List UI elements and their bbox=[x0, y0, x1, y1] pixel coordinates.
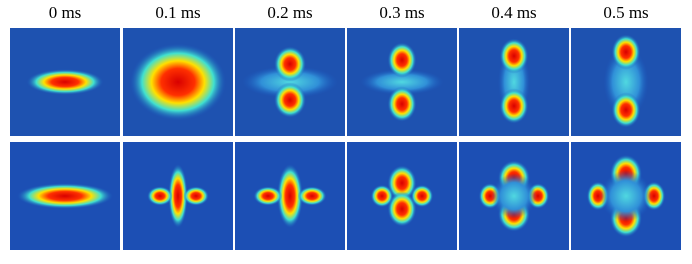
intensity-blob bbox=[499, 38, 529, 74]
image-panel bbox=[459, 142, 569, 250]
intensity-blob bbox=[17, 183, 113, 209]
image-panel bbox=[235, 142, 345, 250]
time-label: 0.3 ms bbox=[379, 3, 424, 22]
intensity-blob bbox=[387, 42, 417, 78]
image-panel bbox=[459, 28, 569, 136]
intensity-blob bbox=[611, 34, 641, 70]
intensity-blob bbox=[277, 164, 303, 228]
time-label: 0.1 ms bbox=[155, 3, 200, 22]
intensity-blob bbox=[274, 82, 306, 118]
image-panel bbox=[10, 28, 120, 136]
image-panel bbox=[235, 28, 345, 136]
image-panel bbox=[347, 142, 457, 250]
intensity-blob bbox=[600, 170, 652, 222]
time-label: 0.4 ms bbox=[491, 3, 536, 22]
time-label: 0 ms bbox=[49, 3, 82, 22]
image-panel bbox=[571, 28, 681, 136]
time-label: 0.5 ms bbox=[603, 3, 648, 22]
intensity-blob bbox=[611, 92, 641, 128]
intensity-blob bbox=[147, 186, 173, 206]
intensity-blob bbox=[410, 184, 434, 208]
intensity-blob bbox=[274, 46, 306, 82]
intensity-blob bbox=[387, 86, 417, 122]
image-panel bbox=[571, 142, 681, 250]
intensity-blob bbox=[387, 165, 417, 201]
image-panel bbox=[123, 28, 233, 136]
intensity-blob bbox=[387, 191, 417, 227]
image-panel bbox=[347, 28, 457, 136]
intensity-blob bbox=[26, 69, 104, 95]
intensity-blob bbox=[499, 88, 529, 124]
intensity-blob bbox=[360, 69, 444, 95]
intensity-blob bbox=[297, 186, 327, 206]
image-panel bbox=[10, 142, 120, 250]
intensity-blob bbox=[130, 43, 226, 121]
image-panel bbox=[123, 142, 233, 250]
time-label: 0.2 ms bbox=[267, 3, 312, 22]
intensity-blob bbox=[370, 184, 394, 208]
intensity-blob bbox=[491, 173, 537, 219]
intensity-blob bbox=[253, 186, 283, 206]
intensity-blob bbox=[183, 186, 209, 206]
intensity-blob bbox=[242, 66, 338, 98]
intensity-blob bbox=[168, 164, 188, 228]
